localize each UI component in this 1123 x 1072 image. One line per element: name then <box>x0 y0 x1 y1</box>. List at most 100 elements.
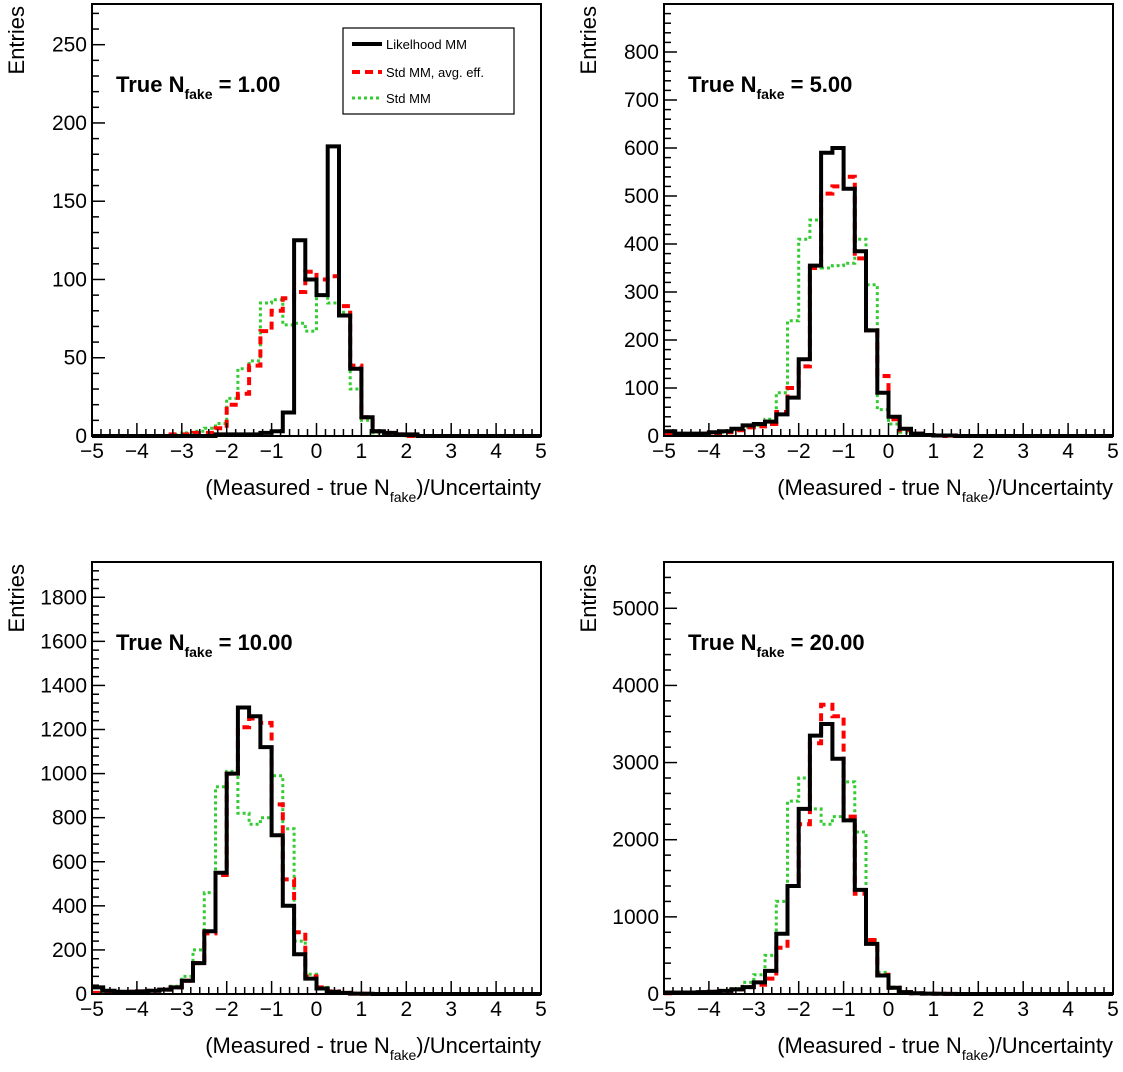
x-tick-label: 5 <box>1107 440 1119 463</box>
y-tick-label: 100 <box>52 268 87 291</box>
x-axis-title-prefix: (Measured - true N <box>777 1033 962 1058</box>
y-tick-label: 200 <box>624 329 659 352</box>
chart-panel-1: −5 −4 −3 −2 −1 0 1 2 3 4 5050100150200250Entries(M… <box>4 3 547 505</box>
chart-panel-3: −5 −4 −3 −2 −1 0 1 2 3 4 5 0 200 400 600 800 1000 1200 140… <box>4 561 547 1063</box>
y-tick-label: 0 <box>75 425 87 448</box>
x-tick-label: 4 <box>1062 440 1074 463</box>
y-tick-label: 1600 <box>40 630 87 653</box>
y-tick-label: 600 <box>52 851 87 874</box>
plot-frame <box>663 3 1114 437</box>
x-axis-title-suffix: )/Uncertainty <box>988 475 1113 500</box>
x-tick-label: −2 <box>787 440 811 463</box>
x-axis-title-suffix: )/Uncertainty <box>416 475 541 500</box>
y-tick-label: 300 <box>624 281 659 304</box>
series-line-std-mm-avg-eff- <box>664 702 1113 996</box>
x-axis-title-sub: fake <box>390 489 417 505</box>
x-tick-label: 4 <box>490 998 502 1021</box>
true-nfake-annotation-prefix: True N <box>116 630 184 655</box>
y-tick-label: 1200 <box>40 719 87 742</box>
x-tick-label: −2 <box>215 440 239 463</box>
true-nfake-annotation-sub: fake <box>184 86 212 102</box>
x-tick-label: 3 <box>445 440 457 463</box>
true-nfake-annotation-prefix: True N <box>688 630 756 655</box>
y-tick-label: 150 <box>52 190 87 213</box>
y-tick-label: 700 <box>624 89 659 112</box>
plot-frame <box>91 561 542 995</box>
x-axis-title-prefix: (Measured - true N <box>205 475 390 500</box>
x-tick-label: 5 <box>535 440 547 463</box>
x-tick-label: −5 <box>80 998 104 1021</box>
x-tick-label: 1 <box>356 440 368 463</box>
series-line-std-mm <box>92 769 541 996</box>
x-tick-label: 4 <box>490 440 502 463</box>
series-line-std-mm <box>92 293 541 438</box>
y-tick-label: 4000 <box>612 674 659 697</box>
plot-frame <box>663 561 1114 995</box>
x-tick-label: −4 <box>697 998 721 1021</box>
x-axis-title-prefix: (Measured - true N <box>205 1033 390 1058</box>
x-tick-label: −3 <box>170 440 194 463</box>
x-tick-label: −1 <box>260 998 284 1021</box>
x-axis-title-sub: fake <box>962 489 989 505</box>
x-tick-label: −1 <box>832 998 856 1021</box>
x-tick-label: 4 <box>1062 998 1074 1021</box>
x-tick-label: −4 <box>697 440 721 463</box>
x-tick-label: 3 <box>445 998 457 1021</box>
x-tick-label: 5 <box>535 998 547 1021</box>
y-tick-label: 800 <box>52 807 87 830</box>
series-line-std-mm <box>664 776 1113 996</box>
x-tick-label: −3 <box>170 998 194 1021</box>
x-axis-title: (Measured - true Nfake)/Uncertainty <box>777 1033 1113 1063</box>
true-nfake-annotation-suffix: = 1.00 <box>213 72 281 97</box>
y-tick-label: 600 <box>624 137 659 160</box>
chart-panel-4: −5 −4 −3 −2 −1 0 1 2 3 4 5 0 1000 2000 3000 4000 5000 Ent… <box>576 561 1119 1063</box>
x-tick-label: 2 <box>400 440 412 463</box>
series-line-likelhood-mm <box>664 722 1113 996</box>
legend-label: Likelhood MM <box>386 37 467 52</box>
y-tick-label: 50 <box>64 347 87 370</box>
y-axis-title: Entries <box>576 564 601 632</box>
true-nfake-annotation-sub: fake <box>184 644 212 660</box>
x-axis-title-prefix: (Measured - true N <box>777 475 962 500</box>
x-tick-label: 3 <box>1017 998 1029 1021</box>
x-tick-label: 1 <box>356 998 368 1021</box>
y-tick-label: 500 <box>624 185 659 208</box>
y-tick-label: 200 <box>52 112 87 135</box>
x-tick-label: −1 <box>832 440 856 463</box>
x-tick-label: 0 <box>883 440 895 463</box>
x-tick-label: −5 <box>80 440 104 463</box>
x-axis-title-sub: fake <box>962 1047 989 1063</box>
true-nfake-annotation: True Nfake = 20.00 <box>688 630 865 660</box>
x-axis-title-suffix: )/Uncertainty <box>416 1033 541 1058</box>
x-tick-label: −1 <box>260 440 284 463</box>
x-tick-label: −4 <box>125 998 149 1021</box>
x-tick-label: −3 <box>742 440 766 463</box>
x-tick-label: 1 <box>928 440 940 463</box>
x-tick-label: −5 <box>652 998 676 1021</box>
series-line-likelhood-mm <box>92 144 541 438</box>
x-tick-label: 0 <box>883 998 895 1021</box>
y-tick-label: 2000 <box>612 829 659 852</box>
x-tick-label: 0 <box>311 998 323 1021</box>
x-tick-label: 1 <box>928 998 940 1021</box>
y-tick-label: 1000 <box>40 763 87 786</box>
true-nfake-annotation-prefix: True N <box>116 72 184 97</box>
y-tick-label: 0 <box>647 425 659 448</box>
y-tick-label: 200 <box>52 939 87 962</box>
true-nfake-annotation-sub: fake <box>756 644 784 660</box>
x-axis-title-sub: fake <box>390 1047 417 1063</box>
true-nfake-annotation-suffix: = 5.00 <box>785 72 853 97</box>
y-axis-title: Entries <box>4 6 29 74</box>
x-tick-label: −4 <box>125 440 149 463</box>
x-tick-label: −5 <box>652 440 676 463</box>
true-nfake-annotation-suffix: = 20.00 <box>785 630 865 655</box>
y-tick-label: 800 <box>624 41 659 64</box>
y-axis-title: Entries <box>4 564 29 632</box>
x-tick-label: 3 <box>1017 440 1029 463</box>
y-tick-label: 100 <box>624 377 659 400</box>
y-tick-label: 3000 <box>612 752 659 775</box>
y-tick-label: 250 <box>52 34 87 57</box>
legend: Likelhood MM Std MM, avg. eff. Std MM <box>342 27 515 115</box>
